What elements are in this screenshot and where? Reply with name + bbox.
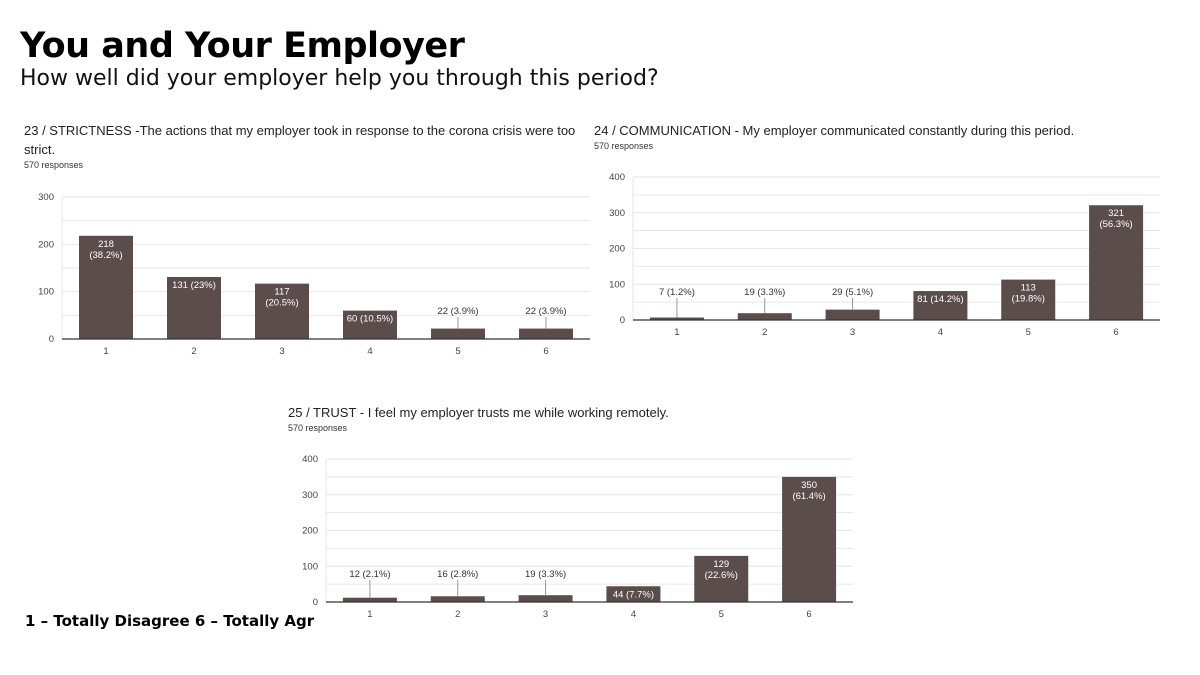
chart-3-x-tick: 4 bbox=[631, 609, 636, 620]
chart-1-x-tick: 4 bbox=[367, 346, 372, 357]
page-title: You and Your Employer bbox=[20, 26, 465, 66]
chart-2-bar-6 bbox=[1089, 205, 1144, 320]
chart-1-y-tick: 200 bbox=[38, 239, 54, 250]
chart-3-title: 25 / TRUST - I feel my employer trusts m… bbox=[288, 405, 669, 420]
chart-2-x-tick: 1 bbox=[674, 327, 679, 338]
chart-3-data-label: (61.4%) bbox=[792, 491, 825, 502]
chart-1-title: 23 / STRICTNESS -The actions that my emp… bbox=[24, 123, 576, 157]
chart-2-bar-5 bbox=[1001, 279, 1056, 320]
chart-1-data-label: (20.5%) bbox=[265, 298, 298, 309]
chart-1-bar-2 bbox=[167, 276, 221, 339]
chart-1-data-label: 117 bbox=[274, 287, 289, 298]
chart-1-x-tick: 2 bbox=[191, 346, 196, 357]
chart-2-y-tick: 400 bbox=[609, 172, 625, 183]
chart-2-data-label: (56.3%) bbox=[1099, 219, 1132, 230]
chart-2-y-tick: 200 bbox=[609, 244, 625, 255]
chart-2-data-label: 7 (1.2%) bbox=[659, 287, 695, 298]
chart-3-bar-4 bbox=[606, 586, 661, 602]
chart-3-data-label: 12 (2.1%) bbox=[349, 569, 390, 580]
chart-2-x-tick: 2 bbox=[762, 327, 767, 338]
chart-3-y-tick: 300 bbox=[302, 490, 318, 501]
chart-1-data-label: 218 bbox=[98, 239, 114, 250]
chart-2-data-label: 113 bbox=[1021, 283, 1036, 294]
chart-1-data-label: (38.2%) bbox=[89, 250, 122, 261]
chart-1-data-label: 131 (23%) bbox=[172, 280, 216, 291]
chart-1-data-label: 22 (3.9%) bbox=[525, 306, 566, 317]
chart-3-data-label: 19 (3.3%) bbox=[525, 569, 566, 580]
chart-1-x-tick: 3 bbox=[279, 346, 284, 357]
chart-1-bar-3 bbox=[255, 283, 309, 339]
chart-2-data-label: (19.8%) bbox=[1012, 294, 1045, 305]
chart-1-data-label: 60 (10.5%) bbox=[347, 314, 393, 325]
chart-2-x-tick: 4 bbox=[938, 327, 943, 338]
chart-1-x-tick: 6 bbox=[543, 346, 548, 357]
chart-3-data-label: 16 (2.8%) bbox=[437, 569, 478, 580]
chart-3-data-label: 44 (7.7%) bbox=[613, 589, 654, 600]
chart-1-y-tick: 100 bbox=[38, 287, 54, 298]
chart-2-y-tick: 300 bbox=[609, 208, 625, 219]
chart-3-bar-1 bbox=[342, 597, 397, 602]
scale-note: 1 – Totally Disagree 6 – Totally Agr bbox=[25, 612, 315, 630]
chart-3-x-tick: 1 bbox=[367, 609, 372, 620]
chart-1-x-tick: 1 bbox=[103, 346, 108, 357]
chart-2-data-label: 321 bbox=[1108, 208, 1124, 219]
chart-3-bar-2 bbox=[430, 596, 485, 602]
chart-2-y-tick: 0 bbox=[620, 315, 625, 326]
chart-1-bar-5 bbox=[431, 328, 485, 339]
chart-3-y-tick: 200 bbox=[302, 526, 318, 537]
chart-1-bar-6 bbox=[519, 328, 573, 339]
chart-3-y-tick: 0 bbox=[313, 597, 318, 608]
chart-1-y-tick: 300 bbox=[38, 192, 54, 203]
chart-3-bar-3 bbox=[518, 595, 573, 602]
chart-3-x-tick: 5 bbox=[719, 609, 724, 620]
chart-3-x-tick: 6 bbox=[806, 609, 811, 620]
chart-1-x-tick: 5 bbox=[455, 346, 460, 357]
chart-2-data-label: 19 (3.3%) bbox=[744, 287, 785, 298]
chart-2-x-tick: 5 bbox=[1026, 327, 1031, 338]
chart-2-title: 24 / COMMUNICATION - My employer communi… bbox=[594, 123, 1075, 138]
chart-2-bar-2 bbox=[737, 313, 792, 320]
chart-2-bar-3 bbox=[825, 309, 880, 320]
chart-1-responses: 570 responses bbox=[24, 160, 84, 170]
chart-3-data-label: (22.6%) bbox=[705, 570, 738, 581]
chart-3-y-tick: 400 bbox=[302, 454, 318, 465]
chart-2-data-label: 81 (14.2%) bbox=[917, 294, 963, 305]
chart-3-data-label: 350 bbox=[801, 480, 817, 491]
chart-3-y-tick: 100 bbox=[302, 561, 318, 572]
chart-2-data-label: 29 (5.1%) bbox=[832, 287, 873, 298]
chart-1-bar-4 bbox=[343, 310, 397, 339]
chart-3-bar-6 bbox=[782, 476, 837, 602]
chart-2-x-tick: 3 bbox=[850, 327, 855, 338]
chart-1-bar-1 bbox=[79, 235, 133, 339]
chart-2-responses: 570 responses bbox=[594, 141, 654, 151]
page-subtitle: How well did your employer help you thro… bbox=[20, 66, 659, 91]
chart-1-data-label: 22 (3.9%) bbox=[437, 306, 478, 317]
chart-3-x-tick: 2 bbox=[455, 609, 460, 620]
chart-3-x-tick: 3 bbox=[543, 609, 548, 620]
chart-2-bar-4 bbox=[913, 291, 968, 320]
chart-3-bar-5 bbox=[694, 555, 749, 602]
chart-2-x-tick: 6 bbox=[1113, 327, 1118, 338]
chart-3-data-label: 129 bbox=[713, 559, 729, 570]
chart-2-y-tick: 100 bbox=[609, 279, 625, 290]
chart-2-bar-1 bbox=[649, 317, 704, 320]
chart-1-y-tick: 0 bbox=[49, 334, 54, 345]
chart-3-responses: 570 responses bbox=[288, 423, 348, 433]
